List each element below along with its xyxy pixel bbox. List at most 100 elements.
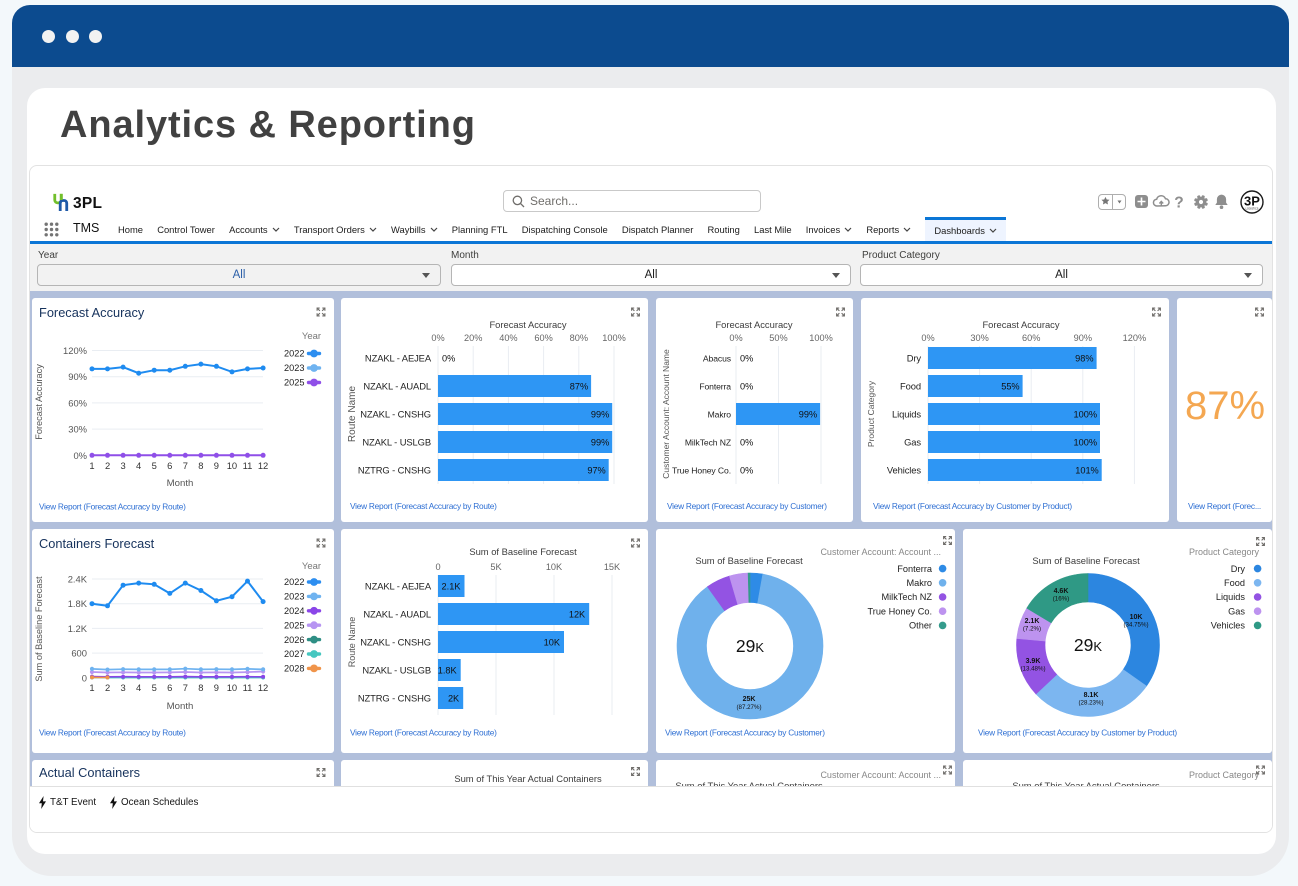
svg-text:Sum of Baseline Forecast: Sum of Baseline Forecast: [469, 546, 577, 557]
svg-text:2.4K: 2.4K: [68, 574, 88, 585]
svg-text:15K: 15K: [604, 562, 621, 572]
svg-text:NZTRG - CNSHG: NZTRG - CNSHG: [358, 465, 431, 476]
svg-text:View Report (Forecast Accuracy: View Report (Forecast Accuracy by Route): [39, 728, 186, 738]
svg-text:Sum of Baseline Forecast: Sum of Baseline Forecast: [34, 576, 44, 682]
svg-text:View Report (Forecast Accuracy: View Report (Forecast Accuracy by Custom…: [873, 501, 1072, 511]
svg-text:Product Category: Product Category: [1189, 547, 1260, 557]
svg-text:NZAKL - CNSHG: NZAKL - CNSHG: [360, 637, 431, 648]
svg-text:NZAKL - AEJEA: NZAKL - AEJEA: [365, 581, 432, 592]
svg-text:1: 1: [89, 682, 94, 693]
svg-text:3.9K: 3.9K: [1026, 658, 1041, 665]
svg-text:12K: 12K: [569, 610, 586, 620]
svg-text:NZAKL - CNSHG: NZAKL - CNSHG: [360, 409, 431, 420]
svg-text:0: 0: [435, 562, 440, 572]
svg-text:Year: Year: [302, 331, 321, 342]
svg-text:0%: 0%: [740, 466, 753, 476]
svg-text:View Report (Forecast Accuracy: View Report (Forecast Accuracy by Custom…: [978, 728, 1177, 738]
svg-text:Month: Month: [167, 478, 194, 489]
svg-text:Customer Account: Account ...: Customer Account: Account ...: [820, 547, 941, 557]
svg-text:5: 5: [152, 460, 157, 471]
svg-text:Customer Account: Account ...: Customer Account: Account ...: [820, 770, 941, 780]
svg-text:60%: 60%: [68, 397, 87, 408]
svg-text:0: 0: [82, 672, 87, 683]
svg-text:NZAKL - USLGB: NZAKL - USLGB: [362, 437, 431, 448]
svg-text:View Report (Forecast Accuracy: View Report (Forecast Accuracy by Route): [350, 728, 497, 738]
svg-text:Sum of Baseline Forecast: Sum of Baseline Forecast: [1032, 555, 1140, 566]
svg-text:3: 3: [120, 460, 125, 471]
svg-text:4: 4: [136, 682, 141, 693]
svg-text:8.1K: 8.1K: [1084, 692, 1099, 699]
svg-text:9: 9: [214, 682, 219, 693]
svg-text:55%: 55%: [1001, 382, 1019, 392]
svg-text:4: 4: [136, 460, 141, 471]
svg-text:9: 9: [214, 460, 219, 471]
svg-text:4.6K: 4.6K: [1054, 588, 1069, 595]
svg-text:NZAKL - USLGB: NZAKL - USLGB: [362, 665, 431, 676]
svg-text:30%: 30%: [68, 424, 87, 435]
svg-text:2028: 2028: [284, 664, 304, 674]
svg-text:Actual Containers: Actual Containers: [39, 765, 140, 780]
svg-text:1.2K: 1.2K: [68, 623, 88, 634]
svg-text:2.1K: 2.1K: [1025, 618, 1040, 625]
svg-text:99%: 99%: [799, 410, 817, 420]
svg-text:Fonterra: Fonterra: [897, 564, 933, 574]
svg-text:Forecast Accuracy: Forecast Accuracy: [715, 319, 792, 330]
svg-text:6: 6: [167, 460, 172, 471]
svg-text:7: 7: [183, 682, 188, 693]
svg-text:11: 11: [243, 460, 253, 471]
svg-text:2022: 2022: [284, 349, 304, 359]
svg-text:90%: 90%: [68, 371, 87, 382]
svg-text:Product Category: Product Category: [1189, 770, 1260, 780]
svg-text:2024: 2024: [284, 606, 304, 616]
svg-text:30%: 30%: [970, 333, 988, 343]
svg-text:99%: 99%: [591, 410, 609, 420]
svg-text:2022: 2022: [284, 577, 304, 587]
svg-text:100%: 100%: [602, 333, 626, 343]
svg-text:Makro: Makro: [906, 578, 932, 588]
svg-text:0%: 0%: [729, 333, 742, 343]
svg-text:12: 12: [258, 682, 268, 693]
svg-text:1.8K: 1.8K: [68, 598, 88, 609]
svg-text:87%: 87%: [570, 382, 588, 392]
svg-text:Dry: Dry: [1231, 564, 1246, 574]
svg-text:2026: 2026: [284, 635, 304, 645]
svg-text:Route Name: Route Name: [347, 385, 358, 442]
svg-text:50%: 50%: [769, 333, 787, 343]
svg-text:2: 2: [105, 682, 110, 693]
svg-text:Containers Forecast: Containers Forecast: [39, 536, 155, 551]
svg-text:5K: 5K: [490, 562, 502, 572]
svg-text:29K: 29K: [736, 636, 764, 656]
svg-text:8: 8: [198, 682, 203, 693]
svg-text:Sum of This Year Actual Contai: Sum of This Year Actual Containers: [1012, 780, 1160, 786]
svg-text:MilkTech NZ: MilkTech NZ: [881, 592, 932, 602]
svg-text:Forecast Accuracy: Forecast Accuracy: [982, 319, 1059, 330]
svg-text:40%: 40%: [499, 333, 517, 343]
svg-text:2025: 2025: [284, 620, 304, 630]
svg-text:View Report (Forecast Accuracy: View Report (Forecast Accuracy by Route): [39, 502, 186, 512]
svg-text:Product Category: Product Category: [866, 380, 876, 447]
svg-text:100%: 100%: [1074, 438, 1098, 448]
svg-text:Gas: Gas: [904, 437, 921, 448]
svg-text:10K: 10K: [544, 638, 561, 648]
svg-text:Liquids: Liquids: [892, 409, 921, 420]
svg-text:LOGISTICS: LOGISTICS: [1246, 208, 1259, 211]
svg-text:View Report (Forecast Accuracy: View Report (Forecast Accuracy by Route): [350, 501, 497, 511]
svg-text:2027: 2027: [284, 649, 304, 659]
svg-text:1.8K: 1.8K: [438, 666, 458, 676]
svg-text:Customer Account: Account Name: Customer Account: Account Name: [661, 349, 671, 479]
svg-text:(87.27%): (87.27%): [736, 704, 761, 711]
svg-text:(28.23%): (28.23%): [1078, 700, 1103, 707]
svg-text:Route Name: Route Name: [347, 617, 357, 668]
svg-text:NZAKL - AUADL: NZAKL - AUADL: [363, 609, 431, 620]
svg-text:(16%): (16%): [1053, 596, 1070, 603]
svg-text:25K: 25K: [743, 696, 756, 703]
svg-text:1: 1: [89, 460, 94, 471]
svg-text:0%: 0%: [740, 438, 753, 448]
svg-text:True Honey Co.: True Honey Co.: [672, 466, 731, 476]
svg-text:Food: Food: [1224, 578, 1245, 588]
svg-text:Vehicles: Vehicles: [1211, 621, 1246, 631]
svg-text:0%: 0%: [740, 354, 753, 364]
svg-text:10: 10: [227, 460, 237, 471]
svg-text:87%: 87%: [1185, 384, 1265, 428]
svg-text:11: 11: [243, 682, 253, 693]
